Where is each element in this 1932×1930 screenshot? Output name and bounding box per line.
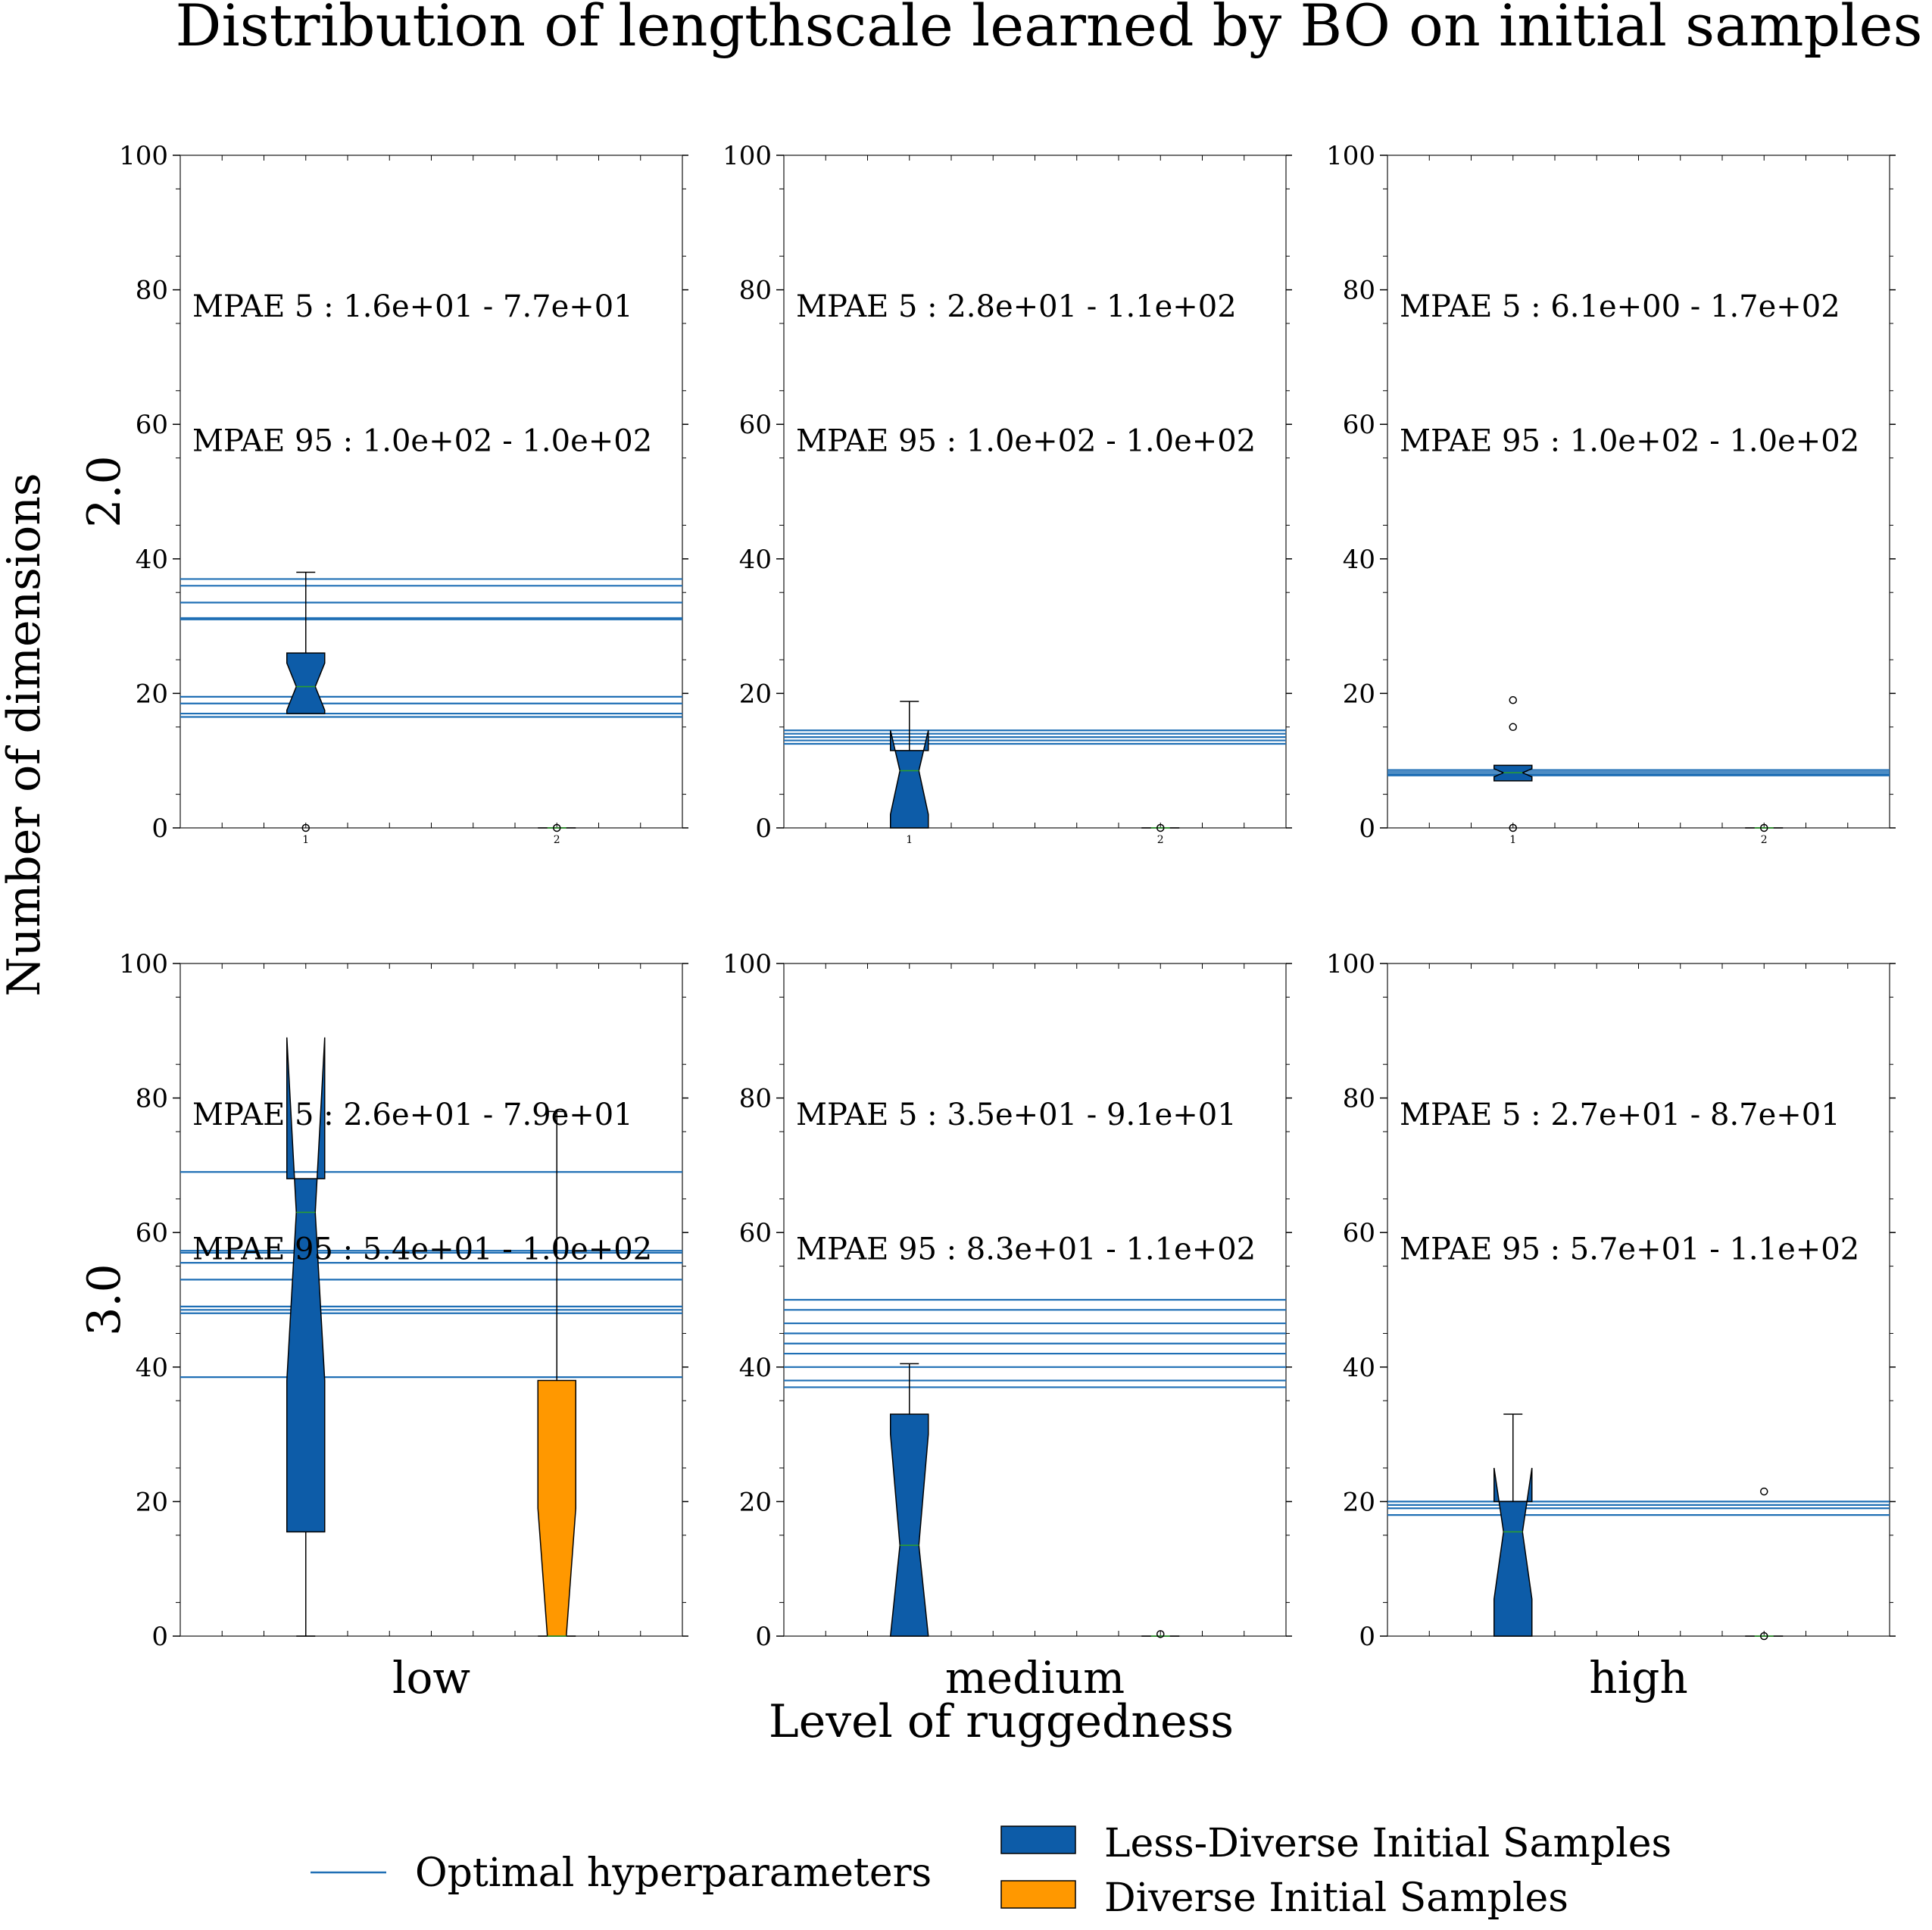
legend-optimal-label: Optimal hyperparameters [415,1850,932,1896]
column-label: medium [945,1652,1125,1704]
legend-diverse-swatch [1000,1880,1076,1909]
outlier-point [1509,823,1517,832]
mpae-95-annotation: MPAE 95 : 1.0e+02 - 1.0e+02 [192,424,652,459]
outlier-point [301,823,310,832]
column-label: high [1589,1652,1687,1704]
y-tick-label: 80 [739,1084,772,1114]
panel-frame [179,155,683,829]
panel-r0-c2: 0 20 40 60 80 100 1 2 MPAE 5 : 6.1e+00 - 1.7e+02… [1326,141,1896,846]
y-tick-label: 40 [136,545,168,575]
y-tick-label: 80 [136,276,168,306]
mpae-5-annotation: MPAE 5 : 2.6e+01 - 7.9e+01 [192,1098,633,1132]
mpae-5-annotation: MPAE 5 : 1.6e+01 - 7.7e+01 [192,289,633,324]
y-axis-label: Number of dimensions [0,473,51,996]
outlier-point [1760,1632,1768,1641]
y-tick-label: 80 [1343,276,1375,306]
y-tick-label: 0 [151,1622,168,1652]
y-tick-label: 100 [119,949,168,979]
box-less-diverse [1493,1467,1533,1637]
box-less-diverse [286,1037,326,1533]
box-less-diverse [890,730,929,829]
x-tick-label: 2 [554,834,560,846]
y-tick-label: 60 [739,410,772,440]
y-tick-label: 20 [739,679,772,709]
mpae-95-annotation: MPAE 95 : 5.4e+01 - 1.0e+02 [192,1232,652,1267]
legend-less-diverse-swatch [1000,1825,1076,1854]
legend-diverse-label: Diverse Initial Samples [1104,1875,1568,1921]
panel-r0-c1: 0 20 40 60 80 100 1 2 MPAE 5 : 2.8e+01 - 1.1e+02… [723,141,1292,846]
panel-r1-c0: 0 20 40 60 80 100 MPAE 5 : 2.6e+01 - 7.9e+01 MP… [119,949,688,1652]
column-label: low [392,1652,470,1704]
y-tick-label: 0 [755,814,772,844]
y-tick-label: 20 [136,679,168,709]
y-tick-label: 0 [1359,814,1375,844]
y-tick-label: 0 [1359,1622,1375,1652]
panel-frame [783,155,1287,829]
y-tick-label: 20 [136,1487,168,1517]
x-tick-label: 1 [906,834,913,846]
panel-frame [179,963,683,1637]
row-label: 3.0 [78,1263,131,1335]
y-tick-label: 100 [723,141,772,171]
y-tick-label: 0 [755,1622,772,1652]
box-less-diverse [889,1413,929,1637]
row-label: 2.0 [78,455,131,527]
panel-r1-c1: 0 20 40 60 80 100 MPAE 5 : 3.5e+01 - 9.1e+01 MP… [723,949,1292,1652]
y-tick-label: 0 [151,814,168,844]
panel-r0-c0: 0 20 40 60 80 100 1 2 MPAE 5 : 1.6e+01 - 7.7e+01… [119,141,688,846]
chart-legend: Optimal hyperparameters Less-Diverse Ini… [311,1821,1671,1921]
outlier-point [553,823,561,832]
outlier-point [1156,823,1165,832]
y-tick-label: 40 [136,1353,168,1383]
x-tick-label: 1 [1509,834,1516,846]
panel-frame [1387,155,1890,829]
outlier-point [1156,1630,1165,1638]
y-tick-label: 60 [1343,1218,1375,1248]
box-less-diverse [286,652,326,714]
mpae-5-annotation: MPAE 5 : 3.5e+01 - 9.1e+01 [796,1098,1237,1132]
x-axis-label: Level of ruggedness [769,1695,1234,1748]
outlier-point [1509,696,1517,704]
mpae-5-annotation: MPAE 5 : 6.1e+00 - 1.7e+02 [1400,289,1840,324]
outlier-point [1760,823,1768,832]
y-tick-label: 40 [739,545,772,575]
y-tick-label: 100 [1326,949,1375,979]
mpae-5-annotation: MPAE 5 : 2.8e+01 - 1.1e+02 [796,289,1237,324]
y-tick-label: 100 [1326,141,1375,171]
mpae-95-annotation: MPAE 95 : 5.7e+01 - 1.1e+02 [1400,1232,1859,1267]
y-tick-label: 60 [1343,410,1375,440]
y-tick-label: 100 [723,949,772,979]
x-tick-label: 2 [1761,834,1768,846]
y-tick-label: 100 [119,141,168,171]
x-tick-label: 1 [302,834,309,846]
y-tick-label: 60 [739,1218,772,1248]
y-tick-label: 20 [739,1487,772,1517]
mpae-95-annotation: MPAE 95 : 8.3e+01 - 1.1e+02 [796,1232,1256,1267]
y-tick-label: 80 [739,276,772,306]
y-tick-label: 40 [1343,1353,1375,1383]
y-tick-label: 20 [1343,1487,1375,1517]
y-tick-label: 40 [1343,545,1375,575]
outlier-point [1760,1487,1768,1496]
legend-less-diverse-label: Less-Diverse Initial Samples [1104,1821,1671,1866]
x-tick-label: 2 [1157,834,1164,846]
y-tick-label: 20 [1343,679,1375,709]
y-tick-label: 40 [739,1353,772,1383]
mpae-95-annotation: MPAE 95 : 1.0e+02 - 1.0e+02 [1400,424,1859,459]
y-tick-label: 80 [1343,1084,1375,1114]
outlier-point [1509,723,1517,732]
panel-frame [1387,963,1890,1637]
y-tick-label: 60 [136,410,168,440]
y-tick-label: 60 [136,1218,168,1248]
mpae-95-annotation: MPAE 95 : 1.0e+02 - 1.0e+02 [796,424,1256,459]
box-diverse [537,1379,576,1637]
panel-r1-c2: 0 20 40 60 80 100 MPAE 5 : 2.7e+01 - 8.7e+01 MP… [1326,949,1896,1652]
mpae-5-annotation: MPAE 5 : 2.7e+01 - 8.7e+01 [1400,1098,1840,1132]
y-tick-label: 80 [136,1084,168,1114]
chart-title: Distribution of lengthscale learned by B… [176,0,1923,59]
